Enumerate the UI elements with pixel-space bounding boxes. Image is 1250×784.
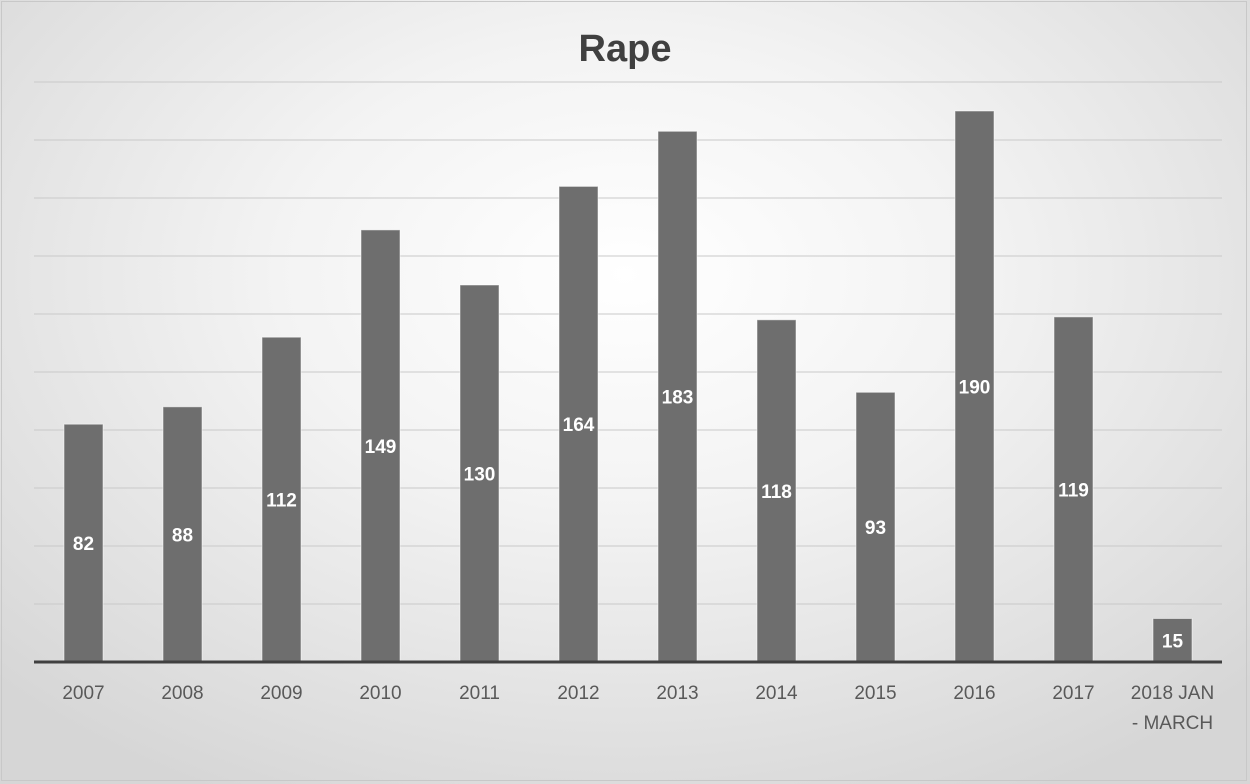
x-tick-label: 2010	[359, 683, 401, 704]
bar-series	[63, 110, 1193, 663]
bar	[954, 110, 995, 663]
bar	[558, 185, 599, 663]
chart-title: Rape	[578, 28, 672, 70]
x-tick-label: 2013	[656, 683, 698, 704]
data-label: 183	[662, 388, 694, 409]
x-tick-label: 2008	[161, 683, 203, 704]
data-label: 119	[1058, 480, 1089, 501]
data-label: 88	[172, 525, 193, 546]
x-tick-label: 2014	[755, 683, 798, 704]
x-tick-label: 2016	[953, 683, 995, 704]
x-tick-label: 2009	[260, 683, 302, 704]
bar	[1053, 316, 1094, 663]
bar	[657, 130, 698, 663]
x-tick-label: 2018 JAN - MARCH	[1131, 683, 1214, 734]
x-tick-label: 2015	[854, 683, 896, 704]
gridlines	[34, 81, 1222, 605]
x-tick-label: 2017	[1052, 683, 1094, 704]
x-tick-labels: 2007 2008 2009 2010 2011 2012 2013 2014 2015 2016…	[62, 683, 1214, 734]
bar	[261, 336, 302, 663]
data-label: 112	[266, 491, 297, 512]
bar	[756, 319, 797, 663]
data-label: 149	[365, 437, 397, 458]
bar	[1152, 618, 1193, 663]
data-label: 164	[563, 415, 595, 436]
data-label: 118	[761, 482, 792, 503]
data-label: 190	[959, 378, 991, 399]
x-tick-label: 2011	[459, 683, 500, 704]
data-label: 15	[1162, 631, 1184, 652]
data-label: 93	[865, 518, 886, 539]
bar	[63, 423, 104, 663]
bar	[459, 284, 500, 663]
bar	[360, 229, 401, 663]
x-tick-label: 2012	[557, 683, 599, 704]
data-labels: 82 88 112 149 130 164 183 118 93 190 119 15	[73, 378, 1184, 653]
data-label: 130	[464, 465, 496, 486]
data-label: 82	[73, 534, 94, 555]
x-tick-label: 2007	[62, 683, 104, 704]
bar	[855, 391, 896, 663]
